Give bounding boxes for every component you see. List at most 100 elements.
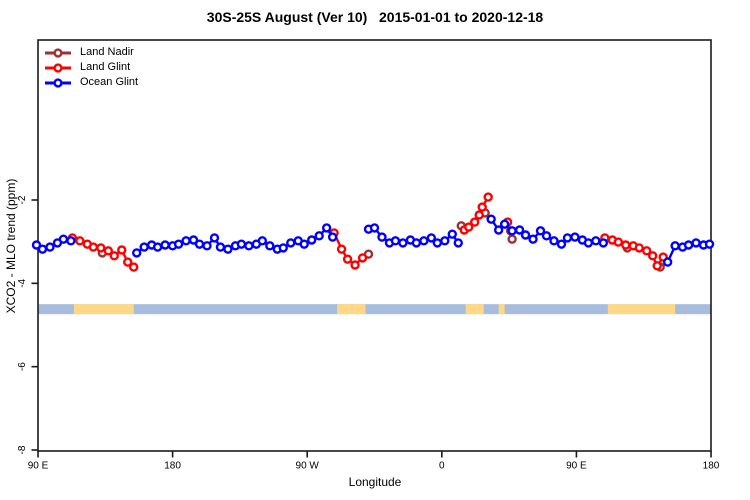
ocean-glint-point xyxy=(139,242,149,252)
ocean-glint-point xyxy=(244,241,254,251)
ocean-glint-point xyxy=(520,230,531,240)
ocean-glint-point xyxy=(236,239,247,249)
ocean-glint-point xyxy=(514,225,525,235)
land-glint-point xyxy=(464,222,474,232)
land-glint-point xyxy=(470,217,480,227)
ocean-glint-point xyxy=(691,238,701,248)
legend-item-land-nadir: Land Nadir xyxy=(44,45,138,60)
ocean-glint-point xyxy=(570,232,580,242)
ocean-glint-point xyxy=(683,240,694,250)
x-tick-label: 180 xyxy=(164,461,181,472)
land-glint-point xyxy=(75,236,85,246)
ocean-glint-point xyxy=(369,223,380,233)
ocean-glint-point xyxy=(562,233,573,243)
ocean-glint-point xyxy=(306,235,317,245)
land-band-segment xyxy=(73,304,134,315)
land-glint-point xyxy=(342,254,353,264)
ocean-glint-point xyxy=(493,225,504,235)
ocean-glint-point xyxy=(152,242,163,252)
ocean-glint-point xyxy=(419,236,429,246)
ocean-glint-point xyxy=(31,240,42,250)
y-tick-label: -8 xyxy=(17,445,28,454)
ocean-glint-point xyxy=(215,242,226,252)
land-glint-point xyxy=(647,251,658,261)
land-glint-point xyxy=(634,243,644,253)
ocean-glint-point xyxy=(507,226,517,236)
legend: Land Nadir Land Glint Ocean Glint xyxy=(44,45,138,90)
ocean-glint-point xyxy=(591,236,601,246)
ocean-glint-point xyxy=(390,236,401,246)
land-glint-point xyxy=(129,262,139,272)
land-glint-marker-icon xyxy=(45,62,71,73)
ocean-glint-point xyxy=(257,236,268,246)
land-nadir-marker-icon xyxy=(45,47,71,58)
ocean-glint-point xyxy=(426,233,437,243)
ocean-glint-point xyxy=(432,238,443,248)
y-tick-label: -4 xyxy=(17,278,28,287)
ocean-glint-point xyxy=(549,236,559,246)
ocean-glint-point xyxy=(188,235,199,245)
legend-label-land-glint: Land Glint xyxy=(80,61,131,73)
land-glint-point xyxy=(350,260,360,270)
ocean-glint-point xyxy=(299,239,309,249)
ocean-glint-point xyxy=(670,241,680,251)
ocean-glint-point xyxy=(58,234,69,244)
x-tick-label: 90 E xyxy=(28,461,49,472)
ocean-glint-point xyxy=(194,239,205,249)
land-glint-point xyxy=(123,257,133,267)
ocean-glint-point xyxy=(314,231,324,241)
y-tick-label: -2 xyxy=(17,195,28,204)
ocean-glint-point xyxy=(541,231,552,241)
x-tick-label: 90 W xyxy=(296,461,320,472)
land-glint-point xyxy=(652,261,662,271)
land-band-segment xyxy=(498,304,505,315)
legend-item-ocean-glint: Ocean Glint xyxy=(44,75,138,90)
ocean-glint-point xyxy=(411,238,422,248)
legend-item-land-glint: Land Glint xyxy=(44,60,138,75)
land-glint-point xyxy=(96,243,106,253)
land-glint-point xyxy=(357,253,368,263)
land-glint-point xyxy=(109,251,119,261)
land-band-segment xyxy=(607,304,676,315)
ocean-glint-point xyxy=(321,223,332,233)
ocean-glint-point xyxy=(132,248,142,258)
legend-label-land-nadir: Land Nadir xyxy=(80,46,134,58)
x-tick-label: 180 xyxy=(703,461,720,472)
ocean-glint-point xyxy=(265,241,275,251)
ocean-glint-point xyxy=(453,238,463,248)
land-glint-point xyxy=(621,240,631,250)
land-glint-point xyxy=(336,244,347,254)
land-glint-point xyxy=(88,242,99,252)
ocean-glint-point xyxy=(583,238,594,248)
ocean-glint-point xyxy=(37,244,48,254)
ocean-glint-point xyxy=(662,257,673,267)
ocean-glint-point xyxy=(181,236,191,246)
land-glint-point xyxy=(613,237,623,247)
ocean-glint-point xyxy=(377,232,387,242)
ocean-band xyxy=(38,304,711,315)
land-glint-point xyxy=(117,245,127,255)
ocean-glint-point xyxy=(528,234,538,244)
plot-box xyxy=(37,39,712,452)
ocean-glint-marker-icon xyxy=(45,77,71,88)
ocean-glint-point xyxy=(327,232,338,242)
y-axis-label: XCO2 - MLO trend (ppm) xyxy=(4,178,18,314)
ocean-glint-point xyxy=(160,240,170,250)
land-glint-point xyxy=(483,192,493,202)
ocean-glint-point xyxy=(173,239,184,249)
ocean-glint-point xyxy=(286,238,296,248)
ocean-glint-point xyxy=(535,226,546,236)
ocean-glint-point xyxy=(556,239,567,249)
ocean-glint-point xyxy=(278,243,288,253)
ocean-glint-point xyxy=(486,214,496,224)
land-band-segment xyxy=(465,304,484,315)
ocean-glint-point xyxy=(45,242,55,252)
ocean-glint-point xyxy=(202,241,212,251)
ocean-glint-point xyxy=(447,229,457,239)
chart-title: 30S-25S August (Ver 10) 2015-01-01 to 20… xyxy=(206,9,544,25)
ocean-glint-point xyxy=(209,233,220,243)
legend-label-ocean-glint: Ocean Glint xyxy=(80,76,139,88)
ocean-glint-point xyxy=(704,239,715,249)
